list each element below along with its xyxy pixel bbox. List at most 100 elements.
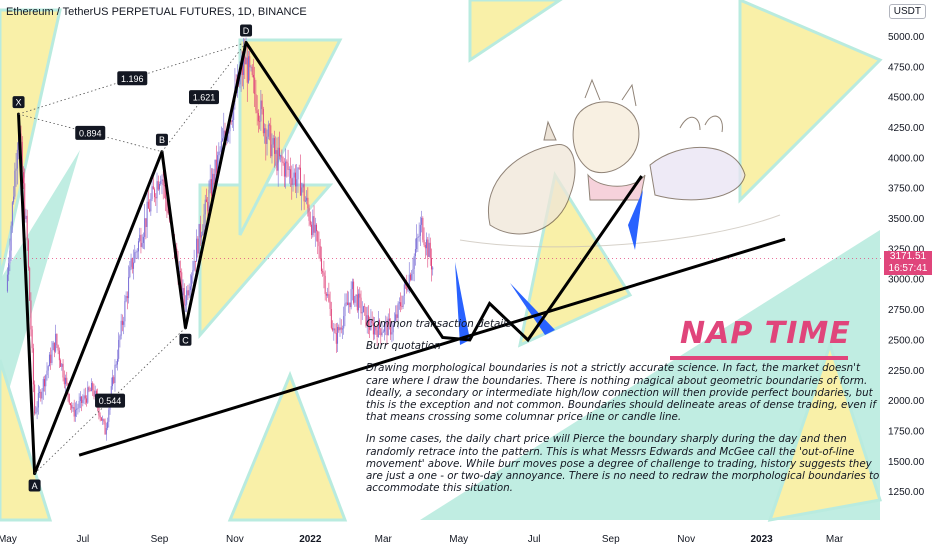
- candle-body: [21, 141, 23, 173]
- pattern-point-x[interactable]: X: [12, 96, 25, 109]
- candle-body: [275, 150, 277, 154]
- candle-body: [52, 342, 54, 350]
- candle-body: [82, 399, 84, 403]
- candle: [104, 418, 106, 435]
- candle: [309, 211, 311, 227]
- pattern-point-d[interactable]: D: [240, 24, 253, 37]
- candle-body: [193, 261, 195, 271]
- candle-body: [422, 217, 424, 240]
- y-tick-label: 2250.00: [888, 366, 925, 377]
- pattern-point-label: A: [32, 481, 38, 491]
- candle-body: [316, 224, 318, 232]
- x-tick-label: 2022: [299, 534, 322, 545]
- candle-body: [409, 274, 411, 280]
- candle-body: [199, 224, 201, 238]
- candle: [293, 168, 295, 185]
- candle-body: [276, 150, 278, 171]
- candle-body: [76, 408, 78, 410]
- candle: [22, 166, 24, 189]
- candle-body: [53, 342, 55, 352]
- candle: [314, 217, 316, 247]
- pattern-point-c[interactable]: C: [179, 333, 192, 346]
- candle: [390, 318, 392, 341]
- candle-body: [360, 297, 362, 314]
- candle-body: [317, 231, 319, 242]
- blue-wedge: [510, 283, 555, 335]
- candle: [186, 286, 188, 313]
- candle: [317, 230, 319, 255]
- candle: [62, 359, 64, 382]
- candle-body: [45, 375, 47, 387]
- support-trendline[interactable]: [78, 237, 786, 457]
- pattern-point-b[interactable]: B: [155, 133, 168, 146]
- pattern-leg[interactable]: [33, 150, 164, 475]
- candle: [69, 403, 71, 411]
- candle-body: [382, 331, 384, 333]
- candle-body: [142, 236, 144, 243]
- candle: [116, 349, 118, 371]
- candle: [68, 393, 70, 405]
- fib-ratio-label[interactable]: 1.621: [189, 90, 219, 105]
- candle: [417, 233, 419, 252]
- blue-wedge: [628, 190, 643, 250]
- candle: [353, 278, 355, 305]
- candle-body: [308, 208, 310, 221]
- candle-body: [369, 325, 371, 330]
- fib-ratio-bg: [189, 90, 219, 105]
- candle-body: [187, 290, 189, 296]
- candle-body: [262, 109, 264, 134]
- candle: [209, 164, 211, 194]
- pattern-leg[interactable]: [183, 40, 248, 330]
- candle-body: [370, 319, 372, 330]
- candle: [255, 79, 257, 114]
- fib-ratio-label[interactable]: 0.894: [75, 125, 106, 140]
- candle-body: [288, 169, 290, 171]
- y-tick-label: 1250.00: [888, 487, 925, 498]
- pattern-point-label: B: [159, 135, 165, 145]
- pattern-point-a[interactable]: A: [28, 479, 41, 492]
- fib-ratio-label[interactable]: 1.196: [117, 71, 148, 86]
- candle-body: [162, 179, 164, 186]
- candle-body: [50, 354, 52, 363]
- candle: [386, 316, 388, 345]
- candle-body: [30, 300, 32, 330]
- candle-body: [304, 200, 306, 202]
- fib-ratio-label[interactable]: 0.544: [95, 393, 126, 408]
- candle-body: [429, 242, 431, 259]
- harmonic-pattern[interactable]: 1.196 0.894 1.621 0.544 X A B C D: [12, 24, 786, 492]
- candle-body: [41, 391, 43, 399]
- decor-teal-triangle: [0, 150, 80, 420]
- currency-badge[interactable]: USDT: [888, 4, 926, 19]
- candle-body: [123, 321, 125, 325]
- candle: [145, 218, 147, 240]
- candle-body: [15, 168, 17, 171]
- candle-body: [192, 270, 194, 276]
- pattern-point-label: D: [243, 26, 250, 36]
- text-note[interactable]: Common transaction details Burr quotatio…: [366, 318, 884, 514]
- candle-body: [68, 394, 70, 404]
- candle-body: [220, 141, 222, 152]
- candle-body: [44, 379, 46, 387]
- candle-body: [155, 197, 157, 199]
- candle-body: [392, 325, 394, 333]
- candle-body: [414, 249, 416, 257]
- candle-body: [385, 321, 387, 325]
- candle-body: [9, 250, 11, 264]
- candle-body: [349, 302, 351, 308]
- pattern-leg[interactable]: [17, 112, 37, 475]
- candle: [88, 385, 90, 393]
- candle-body: [259, 121, 261, 123]
- pattern-point-bg: [155, 133, 168, 146]
- candle-body: [298, 167, 300, 169]
- candle: [388, 308, 390, 330]
- nap-time-annotation: NAP TIME: [680, 316, 851, 351]
- candle: [50, 347, 52, 370]
- candle-body: [124, 301, 126, 322]
- candle: [163, 179, 165, 199]
- candle: [222, 127, 224, 142]
- pattern-leg[interactable]: [160, 150, 187, 330]
- candle: [361, 301, 363, 321]
- candle: [424, 242, 426, 259]
